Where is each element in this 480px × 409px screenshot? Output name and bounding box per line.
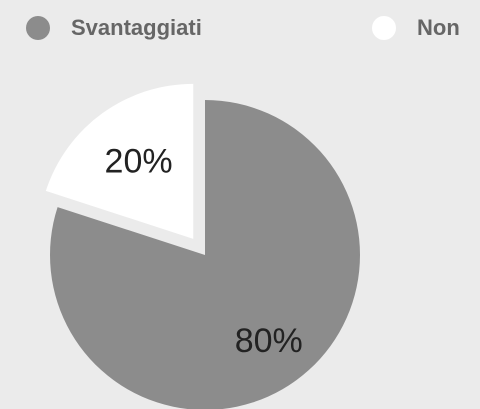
legend-swatch: [26, 16, 50, 40]
pie-slice: [50, 100, 360, 409]
pie-slice: [45, 83, 194, 239]
legend-label: Svantaggiati: [71, 15, 202, 40]
slice-label: 20%: [105, 143, 173, 181]
legend-label: Non: [417, 15, 460, 40]
legend-swatch: [372, 16, 396, 40]
slice-label: 80%: [235, 322, 303, 360]
